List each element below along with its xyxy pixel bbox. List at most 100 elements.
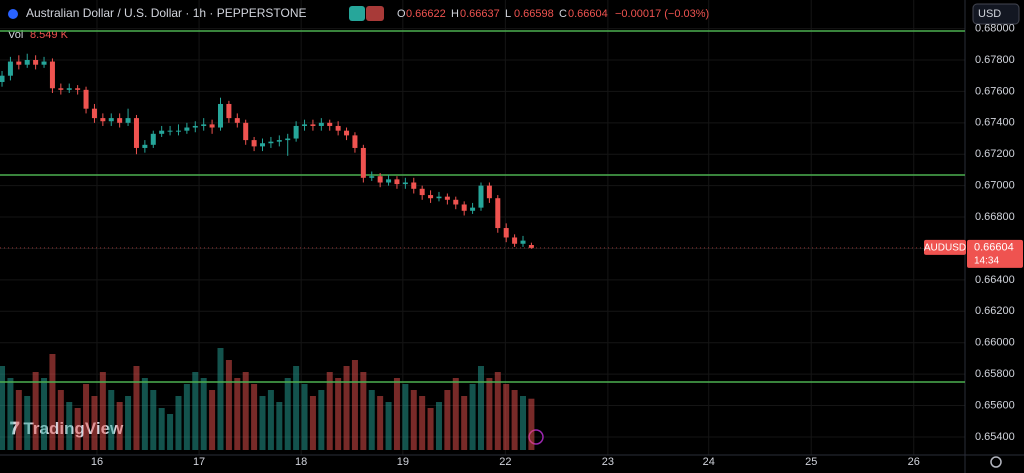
brand-name: TradingView xyxy=(23,419,124,438)
sell-button[interactable] xyxy=(366,6,384,21)
brand-logo: 𝟕 TradingView xyxy=(10,419,124,438)
volume-bar xyxy=(251,384,258,450)
volume-bar xyxy=(309,396,316,450)
volume-bar xyxy=(234,378,241,450)
candle-body xyxy=(377,176,383,183)
currency-label[interactable]: USD xyxy=(978,8,1001,20)
candle-body xyxy=(394,179,400,185)
candle-body xyxy=(352,135,358,148)
x-tick-label: 25 xyxy=(805,456,817,468)
candle-body xyxy=(268,141,274,144)
candle-body xyxy=(41,61,47,65)
candle-body xyxy=(150,133,156,145)
y-tick-label: 0.66000 xyxy=(975,337,1015,349)
candle-body xyxy=(495,198,501,229)
volume-bar xyxy=(217,348,224,450)
currency-button[interactable] xyxy=(972,3,1020,25)
x-tick-label: 23 xyxy=(602,456,614,468)
candle-body xyxy=(243,122,249,141)
volume-bar xyxy=(150,390,157,450)
x-tick-label: 22 xyxy=(499,456,511,468)
candle-body xyxy=(436,196,442,199)
candle-body xyxy=(108,118,114,122)
candle-body xyxy=(318,122,324,126)
candle-body xyxy=(302,124,308,126)
buy-button[interactable] xyxy=(349,6,365,21)
candle-body xyxy=(453,199,459,205)
candle-body xyxy=(100,118,106,122)
ohlc-key: O xyxy=(397,8,406,20)
volume-readout: 8.549 K xyxy=(30,29,69,41)
candle-body xyxy=(478,185,484,208)
y-tick-label: 0.67600 xyxy=(975,85,1015,97)
y-tick-label: 0.67000 xyxy=(975,180,1015,192)
volume-bar xyxy=(385,402,392,450)
candle-body xyxy=(7,61,13,76)
candle-body xyxy=(125,118,131,123)
volume-bar xyxy=(360,372,367,450)
price-tag-countdown: 14:34 xyxy=(974,255,999,266)
volume-bar xyxy=(32,372,39,450)
volume-bar xyxy=(452,378,459,450)
volume-bar xyxy=(183,384,190,450)
volume-bar xyxy=(293,366,300,450)
volume-bar xyxy=(486,378,493,450)
y-tick-label: 0.67200 xyxy=(975,148,1015,160)
x-tick-label: 26 xyxy=(908,456,920,468)
y-tick-label: 0.66200 xyxy=(975,305,1015,317)
volume-bar xyxy=(511,390,518,450)
candle-body xyxy=(209,124,215,128)
price-tag-value: 0.66604 xyxy=(974,242,1014,254)
candle-body xyxy=(226,103,232,119)
candle-body xyxy=(293,125,299,139)
volume-name: Vol xyxy=(8,29,23,41)
price-tag xyxy=(967,239,1023,268)
candle-body xyxy=(58,88,64,90)
candle-body xyxy=(335,125,341,131)
volume-bar xyxy=(74,408,81,450)
candle-body xyxy=(217,103,223,128)
volume-bar xyxy=(15,390,22,450)
volume-bar xyxy=(435,402,442,450)
volume-bar xyxy=(368,390,375,450)
candle-body xyxy=(528,245,534,248)
candle-body xyxy=(386,179,392,183)
candle-body xyxy=(66,88,72,90)
volume-bar xyxy=(477,366,484,450)
volume-bar xyxy=(175,396,182,450)
candle-body xyxy=(49,61,55,89)
y-tick-label: 0.67400 xyxy=(975,117,1015,129)
volume-bar xyxy=(167,414,174,450)
candle-body xyxy=(520,240,526,244)
candle-body xyxy=(276,140,282,142)
volume-bar xyxy=(108,390,115,450)
candle-body xyxy=(159,130,165,134)
volume-bar xyxy=(377,396,384,450)
candle-body xyxy=(512,237,518,244)
ohlc-value: 0.66622 xyxy=(406,8,446,20)
y-tick-label: 0.65600 xyxy=(975,399,1015,411)
y-tick-label: 0.65800 xyxy=(975,368,1015,380)
volume-bar xyxy=(284,378,291,450)
volume-bar xyxy=(301,384,308,450)
brand-mark: 𝟕 xyxy=(10,419,20,438)
volume-bar xyxy=(116,402,123,450)
candle-body xyxy=(83,89,89,109)
candle-body xyxy=(251,140,257,147)
volume-bar xyxy=(469,384,476,450)
volume-bar xyxy=(318,390,325,450)
candle-body xyxy=(184,127,190,131)
candle-body xyxy=(142,144,148,148)
y-tick-label: 0.66800 xyxy=(975,211,1015,223)
volume-bar xyxy=(528,398,535,450)
settings-icon[interactable] xyxy=(990,456,1002,468)
candle-body xyxy=(33,59,39,65)
volume-bar xyxy=(410,390,417,450)
volume-bar xyxy=(503,384,510,450)
volume-bar xyxy=(141,378,148,450)
volume-bar xyxy=(57,390,64,450)
candle-body xyxy=(402,182,408,185)
candle-body xyxy=(167,130,173,132)
candle-body xyxy=(327,122,333,126)
